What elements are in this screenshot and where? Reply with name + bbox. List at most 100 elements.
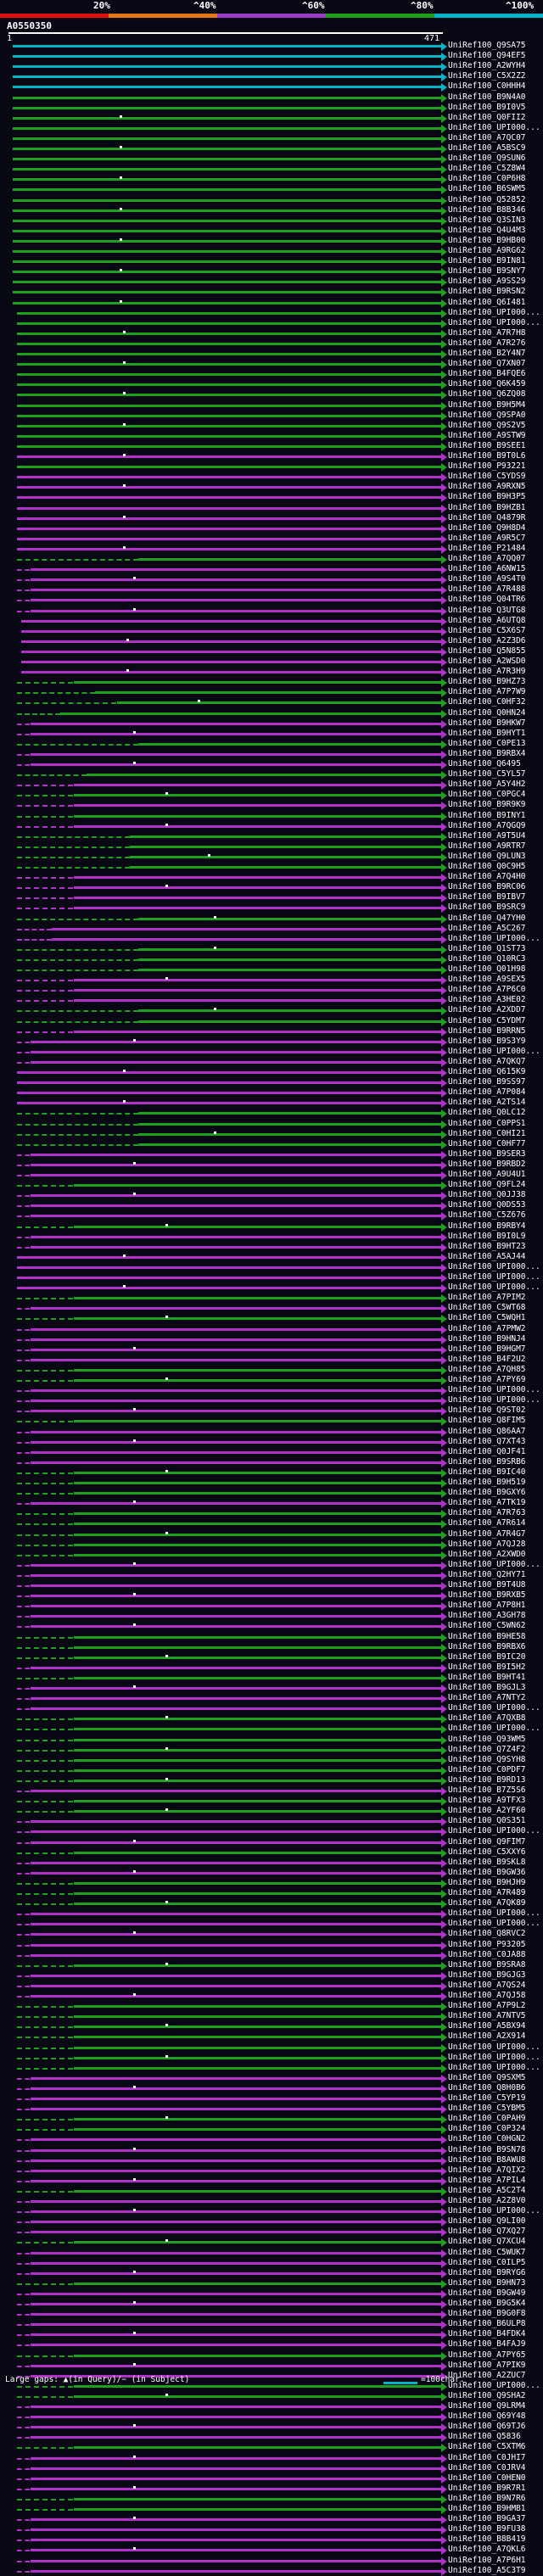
- hit-row[interactable]: UniRef100_UPI000...: [0, 2053, 543, 2063]
- hit-label[interactable]: UniRef100_A7P8H1: [448, 1601, 526, 1611]
- hit-row[interactable]: UniRef100_Q9SHA2: [0, 2391, 543, 2401]
- hit-label[interactable]: UniRef100_Q6I481: [448, 297, 526, 307]
- hit-row[interactable]: UniRef100_C5YBM5: [0, 2104, 543, 2115]
- hit-row[interactable]: UniRef100_Q9SXM5: [0, 2073, 543, 2083]
- hit-label[interactable]: UniRef100_Q5836: [448, 2432, 521, 2442]
- hit-label[interactable]: UniRef100_A7R4G7: [448, 1528, 526, 1539]
- hit-label[interactable]: UniRef100_Q0HN24: [448, 707, 526, 718]
- hit-label[interactable]: UniRef100_B9RD13: [448, 1774, 526, 1785]
- hit-label[interactable]: UniRef100_Q7XCU4: [448, 2237, 526, 2247]
- hit-label[interactable]: UniRef100_B2Y4N7: [448, 349, 526, 358]
- hit-row[interactable]: UniRef100_B9FU38: [0, 2524, 543, 2535]
- hit-label[interactable]: UniRef100_A9U4U1: [448, 1170, 526, 1179]
- hit-label[interactable]: UniRef100_B9SRB6: [448, 1456, 526, 1467]
- hit-row[interactable]: UniRef100_A7QQ07: [0, 554, 543, 564]
- hit-label[interactable]: UniRef100_Q10RC3: [448, 953, 526, 964]
- hit-label[interactable]: UniRef100_Q69Y48: [448, 2411, 526, 2422]
- hit-label[interactable]: UniRef100_A7R3H9: [448, 667, 526, 677]
- hit-label[interactable]: UniRef100_Q0JF41: [448, 1446, 526, 1456]
- hit-label[interactable]: UniRef100_A7R7H8: [448, 327, 526, 338]
- hit-label[interactable]: UniRef100_A5BSC9: [448, 143, 526, 153]
- hit-row[interactable]: UniRef100_C0HF77: [0, 1139, 543, 1149]
- hit-row[interactable]: UniRef100_Q0DS53: [0, 1200, 543, 1211]
- hit-row[interactable]: UniRef100_C5X2Z2: [0, 71, 543, 82]
- hit-row[interactable]: UniRef100_B9H519: [0, 1478, 543, 1488]
- hit-label[interactable]: UniRef100_C5Z8W4: [448, 164, 526, 174]
- hit-row[interactable]: UniRef100_A7R488: [0, 584, 543, 595]
- hit-label[interactable]: UniRef100_A7QQ07: [448, 554, 526, 563]
- hit-row[interactable]: UniRef100_B9RXB5: [0, 1590, 543, 1601]
- hit-row[interactable]: UniRef100_B9HN73: [0, 2278, 543, 2288]
- hit-label[interactable]: UniRef100_Q7Z4F2: [448, 1744, 526, 1754]
- hit-row[interactable]: UniRef100_B9RBX4: [0, 749, 543, 759]
- hit-label[interactable]: UniRef100_C5WT68: [448, 1303, 526, 1313]
- hit-row[interactable]: UniRef100_C0PAH9: [0, 2114, 543, 2125]
- hit-label[interactable]: UniRef100_B9T0L6: [448, 451, 526, 461]
- hit-row[interactable]: UniRef100_B9HNJ4: [0, 1334, 543, 1344]
- hit-label[interactable]: UniRef100_B9N4A0: [448, 92, 526, 102]
- hit-label[interactable]: UniRef100_B9RC06: [448, 882, 526, 892]
- hit-label[interactable]: UniRef100_UPI000...: [448, 2206, 540, 2216]
- hit-label[interactable]: UniRef100_B9HN73: [448, 2277, 526, 2288]
- hit-label[interactable]: UniRef100_A5C3T9: [448, 2565, 526, 2575]
- hit-label[interactable]: UniRef100_B9SER3: [448, 1148, 526, 1159]
- hit-label[interactable]: UniRef100_B9I5H2: [448, 1662, 526, 1672]
- hit-row[interactable]: UniRef100_B9HT23: [0, 1242, 543, 1252]
- hit-row[interactable]: UniRef100_C5WQH1: [0, 1313, 543, 1324]
- hit-row[interactable]: UniRef100_Q2HY71: [0, 1570, 543, 1580]
- hit-row[interactable]: UniRef100_B9SRC9: [0, 902, 543, 914]
- hit-row[interactable]: UniRef100_Q0HN24: [0, 708, 543, 718]
- hit-label[interactable]: UniRef100_C0JA88: [448, 1949, 526, 1959]
- hit-row[interactable]: UniRef100_Q9S2V5: [0, 421, 543, 431]
- hit-label[interactable]: UniRef100_B9HT41: [448, 1672, 526, 1682]
- hit-label[interactable]: UniRef100_P93205: [448, 1939, 526, 1949]
- hit-row[interactable]: UniRef100_A7P7W9: [0, 687, 543, 698]
- hit-row[interactable]: UniRef100_C0HGN2: [0, 2134, 543, 2145]
- hit-row[interactable]: UniRef100_Q0JF41: [0, 1447, 543, 1457]
- hit-label[interactable]: UniRef100_B9HT23: [448, 1241, 526, 1251]
- hit-row[interactable]: UniRef100_P93205: [0, 1940, 543, 1950]
- hit-label[interactable]: UniRef100_A7NTV5: [448, 2011, 526, 2021]
- hit-label[interactable]: UniRef100_Q69TJ6: [448, 2422, 526, 2432]
- hit-row[interactable]: UniRef100_UPI000...: [0, 1724, 543, 1735]
- hit-row[interactable]: UniRef100_A3GH78: [0, 1611, 543, 1622]
- hit-label[interactable]: UniRef100_UPI000...: [448, 1282, 540, 1293]
- hit-label[interactable]: UniRef100_B4FQE6: [448, 369, 526, 379]
- hit-label[interactable]: UniRef100_Q0LC12: [448, 1108, 526, 1118]
- hit-row[interactable]: UniRef100_Q8FIM5: [0, 1416, 543, 1427]
- hit-label[interactable]: UniRef100_B8B419: [448, 2534, 526, 2545]
- hit-label[interactable]: UniRef100_B9N7R6: [448, 2493, 526, 2503]
- hit-label[interactable]: UniRef100_Q3SIN3: [448, 215, 526, 225]
- hit-label[interactable]: UniRef100_A9STW9: [448, 430, 526, 440]
- hit-label[interactable]: UniRef100_A7PY69: [448, 1375, 526, 1384]
- hit-row[interactable]: UniRef100_A9TFX3: [0, 1796, 543, 1807]
- hit-row[interactable]: UniRef100_C0PGC4: [0, 790, 543, 801]
- hit-row[interactable]: UniRef100_A2TS14: [0, 1098, 543, 1109]
- hit-label[interactable]: UniRef100_B9GXY6: [448, 1488, 526, 1498]
- hit-row[interactable]: UniRef100_Q69Y48: [0, 2411, 543, 2422]
- hit-label[interactable]: UniRef100_C0PE13: [448, 738, 526, 748]
- hit-label[interactable]: UniRef100_A7QIX2: [448, 2165, 526, 2175]
- hit-row[interactable]: UniRef100_Q4879R: [0, 513, 543, 523]
- hit-row[interactable]: UniRef100_A7PIL4: [0, 2176, 543, 2186]
- hit-label[interactable]: UniRef100_B9FU38: [448, 2524, 526, 2534]
- hit-row[interactable]: UniRef100_B4FDK4: [0, 2329, 543, 2340]
- hit-label[interactable]: UniRef100_Q94EF5: [448, 51, 526, 61]
- hit-row[interactable]: UniRef100_P21484: [0, 544, 543, 554]
- hit-label[interactable]: UniRef100_P21484: [448, 543, 526, 553]
- hit-label[interactable]: UniRef100_Q9SYH8: [448, 1754, 526, 1764]
- hit-label[interactable]: UniRef100_A7QJ28: [448, 1539, 526, 1549]
- hit-row[interactable]: UniRef100_B9GW36: [0, 1868, 543, 1878]
- hit-label[interactable]: UniRef100_B9GA37: [448, 2514, 526, 2524]
- hit-label[interactable]: UniRef100_A7QS24: [448, 1980, 526, 1990]
- hit-label[interactable]: UniRef100_C0PAH9: [448, 2114, 526, 2124]
- hit-label[interactable]: UniRef100_UPI000...: [448, 1261, 540, 1271]
- hit-label[interactable]: UniRef100_C0P6H8: [448, 174, 526, 184]
- hit-label[interactable]: UniRef100_A2TS14: [448, 1098, 526, 1108]
- hit-label[interactable]: UniRef100_B4F2U2: [448, 1354, 526, 1364]
- hit-label[interactable]: UniRef100_B8AWU8: [448, 2154, 526, 2165]
- hit-label[interactable]: UniRef100_C5X6S7: [448, 625, 526, 635]
- hit-row[interactable]: UniRef100_Q7Z4F2: [0, 1745, 543, 1755]
- hit-row[interactable]: UniRef100_A2ZUC7: [0, 2371, 543, 2381]
- hit-row[interactable]: UniRef100_A9S4T0: [0, 574, 543, 585]
